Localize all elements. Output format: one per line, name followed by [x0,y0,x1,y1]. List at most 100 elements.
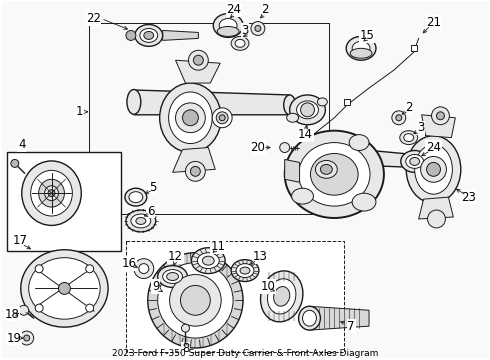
Ellipse shape [158,266,188,287]
Circle shape [86,304,94,312]
Ellipse shape [213,14,243,37]
Circle shape [255,26,261,31]
Text: 16: 16 [122,257,136,270]
Text: 5: 5 [149,181,156,194]
Ellipse shape [401,150,429,172]
Ellipse shape [406,154,423,168]
Text: 11: 11 [211,240,226,253]
Polygon shape [421,115,455,138]
Ellipse shape [406,136,461,203]
Bar [7,152,121,251]
Text: 18: 18 [4,308,19,321]
Bar [126,241,344,352]
Ellipse shape [126,210,156,232]
Circle shape [186,161,205,181]
Ellipse shape [311,153,358,195]
Ellipse shape [349,135,369,150]
Circle shape [427,162,441,176]
Bar [411,45,416,51]
Circle shape [126,31,136,40]
Polygon shape [172,148,215,172]
Ellipse shape [160,83,221,153]
Ellipse shape [240,267,250,274]
Text: 22: 22 [86,12,100,25]
Ellipse shape [31,170,73,216]
Ellipse shape [285,131,384,218]
Ellipse shape [202,256,214,265]
Text: 1: 1 [75,105,83,118]
Text: 14: 14 [298,128,313,141]
Circle shape [158,263,233,338]
Circle shape [420,157,446,182]
Ellipse shape [217,27,239,36]
Circle shape [180,285,210,315]
Circle shape [300,103,315,117]
Ellipse shape [216,112,228,124]
Text: 13: 13 [252,250,268,263]
Text: 10: 10 [260,280,275,293]
Polygon shape [414,149,453,172]
Ellipse shape [410,157,419,165]
Ellipse shape [167,273,178,280]
Text: 19: 19 [6,332,22,345]
Polygon shape [418,197,453,219]
Circle shape [35,304,43,312]
Text: 20: 20 [250,141,266,154]
Circle shape [280,143,290,153]
Circle shape [19,305,29,315]
Polygon shape [175,60,220,83]
Ellipse shape [127,90,141,114]
Polygon shape [134,90,290,115]
Ellipse shape [125,188,147,206]
Text: 3: 3 [417,121,424,134]
Ellipse shape [45,186,58,201]
Ellipse shape [302,310,317,326]
Text: 21: 21 [426,16,441,29]
Circle shape [170,275,221,326]
Ellipse shape [292,188,314,204]
Polygon shape [285,159,299,182]
Ellipse shape [163,270,182,283]
Ellipse shape [48,190,55,197]
Ellipse shape [287,113,298,122]
Ellipse shape [352,41,370,55]
Polygon shape [163,31,198,40]
Ellipse shape [320,165,332,174]
Ellipse shape [192,248,225,274]
Circle shape [175,103,205,132]
Circle shape [396,115,402,121]
Text: 8: 8 [182,342,189,355]
Polygon shape [310,306,369,330]
Circle shape [181,324,190,332]
Text: 2023 Ford F-350 Super Duty Carrier & Front Axles Diagram: 2023 Ford F-350 Super Duty Carrier & Fro… [112,350,378,359]
Ellipse shape [298,143,370,206]
Ellipse shape [197,253,219,269]
Circle shape [189,50,208,70]
Text: 24: 24 [426,141,441,154]
Text: 6: 6 [147,204,154,217]
Polygon shape [339,148,414,167]
Ellipse shape [135,24,163,46]
Ellipse shape [231,36,249,50]
Circle shape [251,22,265,35]
Ellipse shape [415,145,452,194]
Ellipse shape [21,250,108,327]
Ellipse shape [404,134,414,141]
Circle shape [432,107,449,125]
Ellipse shape [296,101,318,119]
Text: 4: 4 [18,138,25,151]
Text: 7: 7 [347,320,355,333]
Ellipse shape [236,264,254,278]
Text: 9: 9 [152,280,159,293]
Text: 2: 2 [405,102,413,114]
Ellipse shape [22,161,81,225]
Ellipse shape [39,179,64,207]
Ellipse shape [219,19,237,32]
Text: 23: 23 [461,191,476,204]
Ellipse shape [298,306,320,330]
Ellipse shape [261,271,303,322]
Ellipse shape [268,279,296,314]
Circle shape [139,264,149,274]
Ellipse shape [140,28,158,42]
Ellipse shape [29,258,100,319]
